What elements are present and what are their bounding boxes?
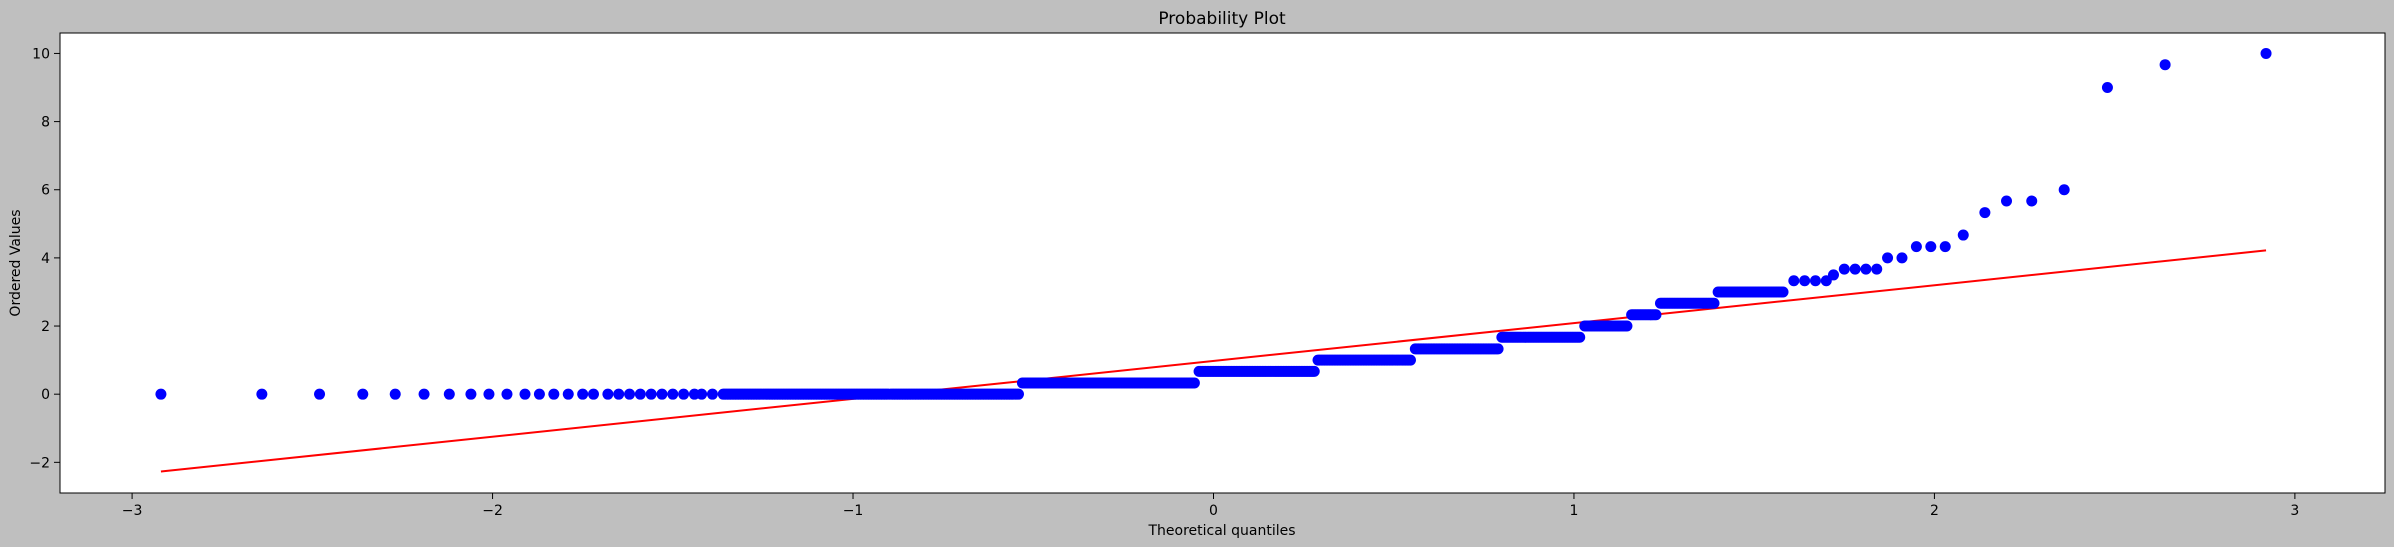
data-point: [256, 388, 268, 400]
data-point: [418, 388, 430, 400]
data-point: [1012, 388, 1024, 400]
x-tick-label: 0: [1209, 503, 1218, 519]
data-point: [2101, 82, 2113, 94]
data-point: [1492, 343, 1504, 355]
data-point: [2026, 195, 2038, 207]
data-point: [1896, 252, 1908, 264]
data-point: [1939, 241, 1951, 253]
data-point: [1650, 309, 1662, 321]
data-point: [1827, 269, 1839, 281]
data-point: [634, 388, 646, 400]
data-point: [1788, 275, 1800, 287]
x-tick-label: −1: [843, 503, 864, 519]
fit-line-layer: [160, 249, 2267, 473]
data-point: [1957, 229, 1969, 241]
data-point: [613, 388, 625, 400]
data-point: [2260, 47, 2272, 59]
y-tick-label: 6: [41, 183, 50, 199]
x-axis: −3 −2 −1 0 1 2 3: [122, 493, 2299, 519]
data-point: [1574, 331, 1586, 343]
y-tick-label: −2: [29, 455, 50, 471]
data-point: [696, 388, 708, 400]
data-point: [1404, 354, 1416, 366]
fit-line: [160, 249, 2267, 473]
chart-title: Probability Plot: [1158, 9, 1286, 29]
data-point: [667, 388, 679, 400]
data-point: [443, 388, 455, 400]
x-tick-label: 1: [1569, 503, 1578, 519]
data-point: [1849, 263, 1861, 275]
data-point: [1799, 275, 1811, 287]
y-tick-label: 2: [41, 319, 50, 335]
data-point: [1838, 263, 1850, 275]
data-point: [314, 388, 326, 400]
data-point: [656, 388, 668, 400]
y-axis: −2 0 2 4 6 8 10: [29, 46, 60, 471]
data-point: [501, 388, 513, 400]
data-point: [1308, 365, 1320, 377]
data-point: [1621, 320, 1633, 332]
data-point: [587, 388, 599, 400]
y-tick-label: 8: [41, 115, 50, 131]
data-point: [1708, 297, 1720, 309]
data-point: [357, 388, 369, 400]
data-point: [1871, 263, 1883, 275]
data-point: [548, 388, 560, 400]
points-layer: [155, 47, 2272, 400]
data-point: [1860, 263, 1872, 275]
data-point: [483, 388, 495, 400]
data-point: [389, 388, 401, 400]
data-point: [706, 388, 718, 400]
x-tick-label: −3: [122, 503, 143, 519]
y-tick-label: 10: [32, 46, 50, 62]
plot-area: [59, 32, 2386, 494]
data-point: [678, 388, 690, 400]
x-tick-label: 2: [1930, 503, 1939, 519]
data-point: [602, 388, 614, 400]
x-tick-label: −2: [482, 503, 503, 519]
x-tick-label: 3: [2290, 503, 2299, 519]
y-tick-label: 0: [41, 387, 50, 403]
data-point: [2159, 59, 2171, 71]
data-point: [155, 388, 167, 400]
data-point: [645, 388, 657, 400]
data-point: [562, 388, 574, 400]
data-point: [465, 388, 477, 400]
data-point: [2001, 195, 2013, 207]
y-axis-label: Ordered Values: [8, 209, 24, 316]
data-point: [533, 388, 545, 400]
data-point: [1925, 241, 1937, 253]
data-point: [519, 388, 531, 400]
data-point: [577, 388, 589, 400]
data-point: [1882, 252, 1894, 264]
data-point: [2058, 184, 2070, 196]
data-point: [1910, 241, 1922, 253]
y-tick-label: 4: [41, 251, 50, 267]
x-axis-label: Theoretical quantiles: [1147, 523, 1295, 539]
data-point: [1777, 286, 1789, 298]
data-point: [1979, 207, 1991, 219]
data-point: [624, 388, 636, 400]
data-point: [1809, 275, 1821, 287]
data-point: [1188, 377, 1200, 389]
